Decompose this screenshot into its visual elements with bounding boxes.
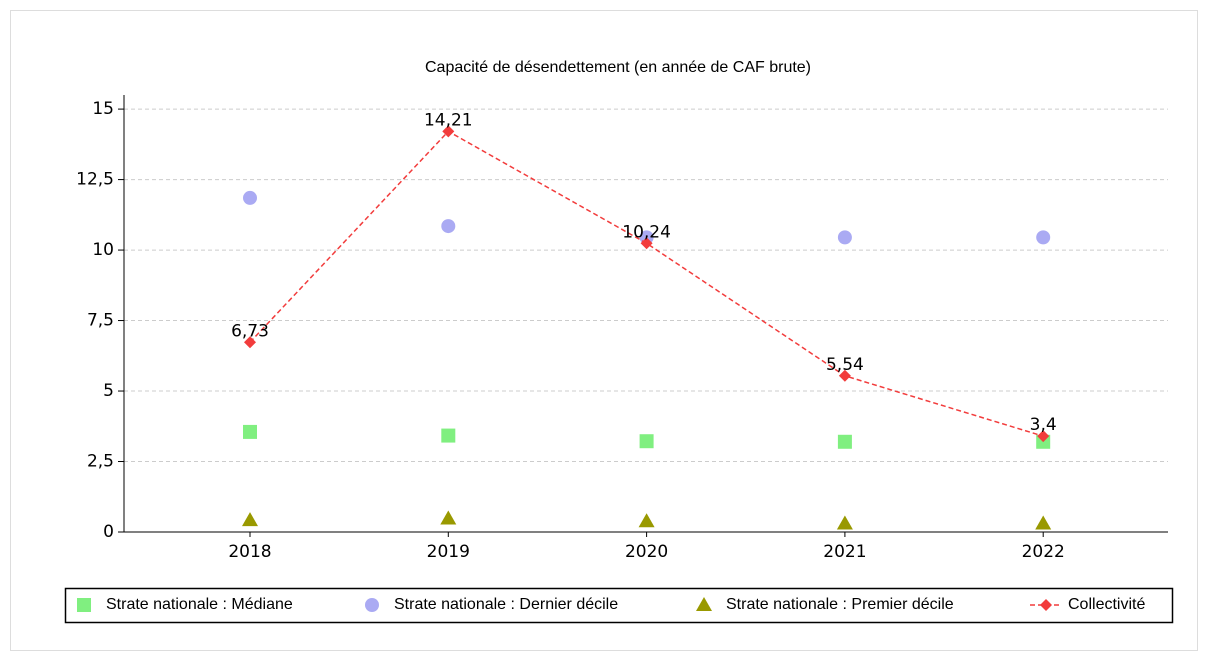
y-tick-label: 5 (103, 381, 114, 401)
point (1035, 515, 1052, 530)
legend-marker (77, 598, 91, 612)
y-tick-label: 12,5 (76, 170, 114, 190)
point (640, 237, 653, 250)
data-label: 14,21 (424, 110, 473, 130)
data-label: 6,73 (231, 321, 269, 341)
frame (10, 10, 1198, 651)
point (1036, 230, 1051, 245)
y-tick-label: 10 (92, 240, 114, 260)
point (244, 336, 256, 349)
y-tick-label: 7,5 (87, 311, 114, 331)
y-tick-label: 15 (92, 99, 114, 119)
point (243, 424, 257, 439)
point (837, 230, 852, 245)
legend-label: Strate nationale : Dernier décile (394, 596, 618, 613)
legend-box (64, 587, 1174, 624)
y-tick-label: 0 (103, 522, 114, 542)
point (441, 428, 456, 443)
legend-label: Strate nationale : Premier décile (726, 596, 954, 613)
point (639, 434, 654, 449)
series-line (249, 130, 1044, 437)
data-label: 10,24 (622, 222, 671, 242)
legend-label: Collectivité (1068, 596, 1145, 613)
data-label: 5,54 (826, 355, 864, 375)
point (838, 369, 851, 382)
point (440, 510, 457, 525)
legend-marker (696, 597, 712, 611)
point (442, 125, 455, 138)
x-tick-label: 2020 (625, 542, 668, 562)
point (242, 512, 258, 527)
point (1037, 430, 1050, 443)
data-label: 3,4 (1030, 415, 1057, 435)
x-tick-label: 2021 (823, 542, 866, 562)
x-tick-label: 2019 (427, 542, 470, 562)
point (836, 515, 853, 530)
chart-title: Capacité de désendettement (en année de … (425, 59, 811, 76)
y-tick-label: 2,5 (87, 452, 114, 472)
legend-marker (365, 598, 379, 612)
point (837, 434, 852, 449)
point (243, 190, 257, 205)
legend-marker (1040, 599, 1052, 611)
point (638, 513, 655, 528)
point (441, 219, 456, 234)
x-tick-label: 2022 (1022, 542, 1065, 562)
x-tick-label: 2018 (228, 542, 271, 562)
legend-label: Strate nationale : Médiane (106, 596, 293, 613)
